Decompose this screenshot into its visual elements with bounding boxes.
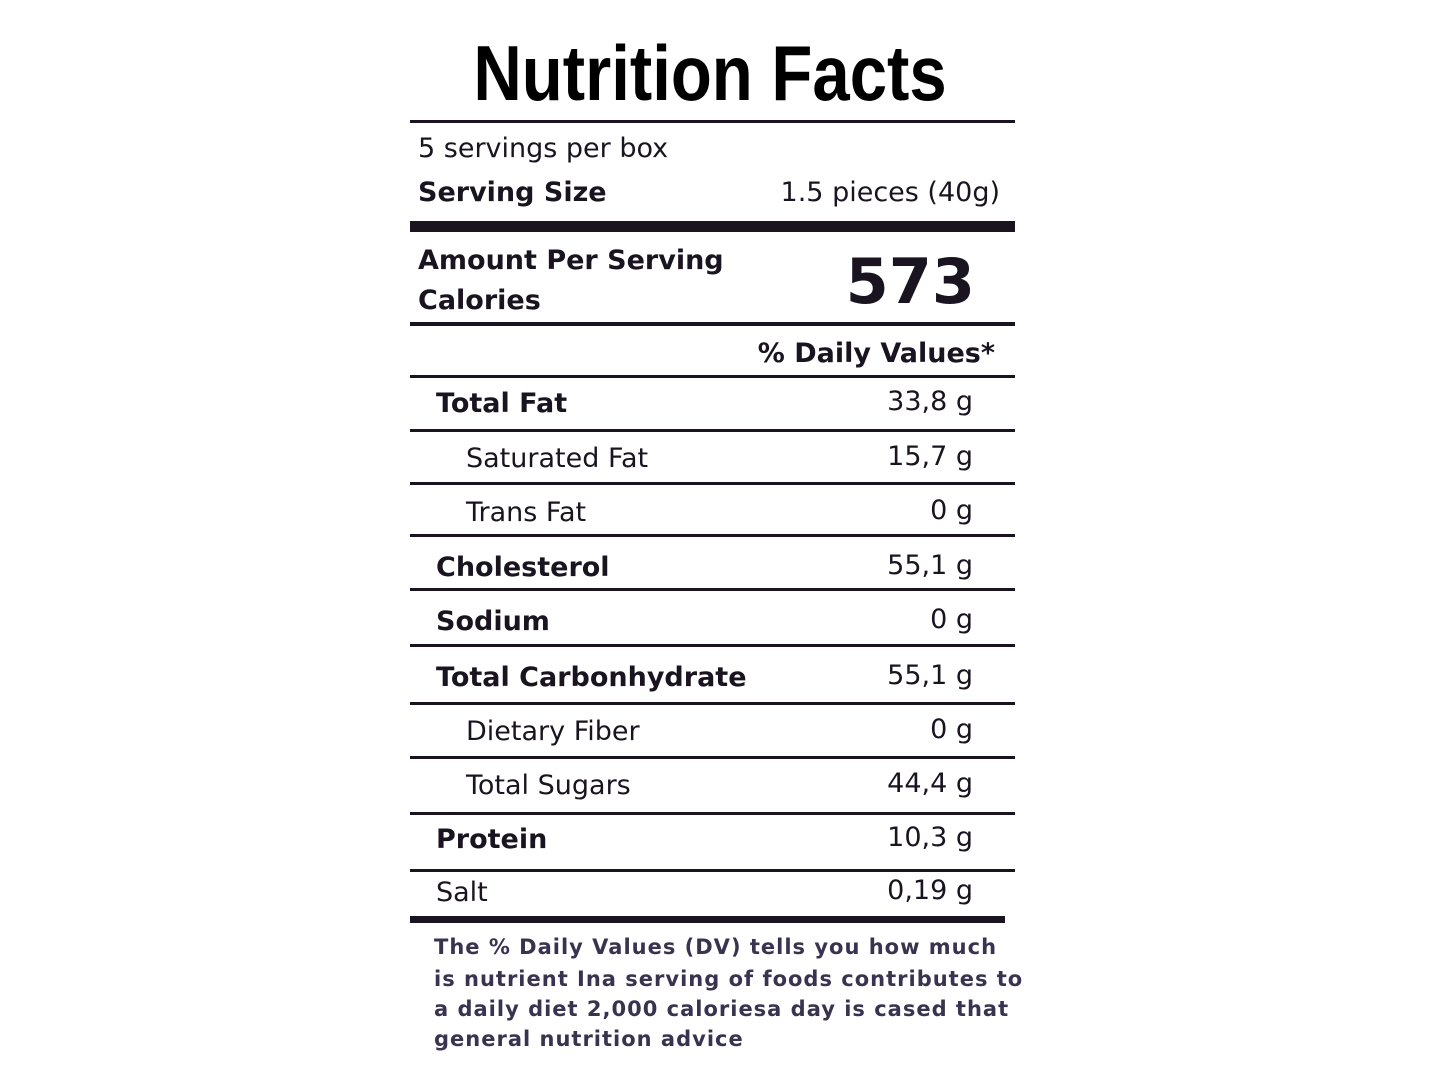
nutrient-amount: 55,1 g [887, 660, 973, 691]
calories-label: Calories [418, 285, 541, 316]
footnote-line: The % Daily Values (DV) tells you how mu… [434, 935, 998, 959]
rule [410, 756, 1015, 759]
rule [410, 120, 1015, 123]
rule-thick [410, 916, 1005, 923]
nutrient-name: Cholesterol [436, 552, 610, 583]
rule-thick [410, 221, 1015, 232]
rule [410, 322, 1015, 326]
rule [410, 375, 1015, 378]
label-title: Nutrition Facts [473, 29, 947, 117]
nutrient-name: Sodium [436, 606, 550, 637]
nutrient-name: Protein [436, 824, 548, 855]
daily-values-header: % Daily Values* [757, 338, 995, 369]
nutrient-amount: 0 g [930, 604, 973, 635]
nutrient-amount: 15,7 g [887, 441, 973, 472]
footnote-line: general nutrition advice [434, 1027, 744, 1051]
rule [410, 482, 1015, 485]
rule [410, 812, 1015, 815]
serving-size-value: 1.5 pieces (40g) [780, 177, 1000, 208]
calories-value: 573 [845, 245, 975, 318]
footnote-line: is nutrient Ina serving of foods contrib… [434, 967, 1024, 991]
nutrient-name: Saturated Fat [466, 443, 649, 474]
servings-per-container: 5 servings per box [418, 133, 669, 164]
rule [410, 644, 1015, 647]
nutrient-name: Total Carbonhydrate [436, 662, 747, 693]
nutrient-name: Trans Fat [466, 497, 587, 528]
rule [410, 702, 1015, 705]
nutrient-amount: 10,3 g [887, 822, 973, 853]
nutrient-amount: 0 g [930, 714, 973, 745]
nutrient-name: Total Fat [436, 388, 568, 419]
nutrient-amount: 33,8 g [887, 386, 973, 417]
serving-size-label: Serving Size [418, 177, 607, 208]
nutrient-name: Total Sugars [466, 770, 631, 801]
nutrient-name: Salt [436, 877, 488, 908]
nutrient-amount: 0 g [930, 495, 973, 526]
rule [410, 869, 1015, 872]
nutrient-amount: 55,1 g [887, 550, 973, 581]
footnote-line: a daily diet 2,000 caloriesa day is case… [434, 997, 1010, 1021]
rule [410, 588, 1015, 591]
rule [410, 429, 1015, 432]
rule [410, 534, 1015, 537]
nutrient-amount: 0,19 g [887, 875, 973, 906]
amount-per-serving: Amount Per Serving [418, 245, 724, 276]
nutrient-amount: 44,4 g [887, 768, 973, 799]
nutrient-name: Dietary Fiber [466, 716, 640, 747]
